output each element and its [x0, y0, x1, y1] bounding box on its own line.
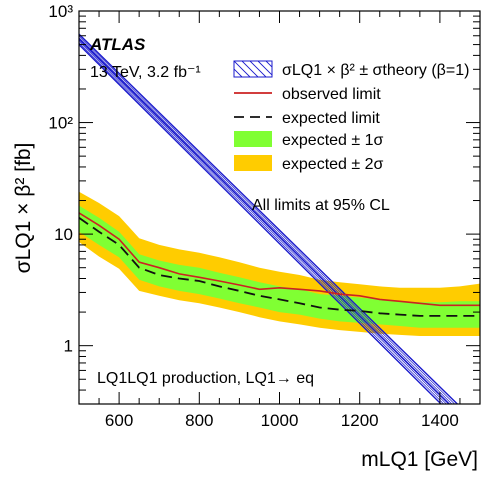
legend-hatch-line [266, 61, 282, 77]
legend-hatch-line [226, 61, 242, 77]
theory-upper-line [79, 33, 459, 404]
legend-band2-swatch [234, 155, 272, 171]
x-axis: 600 800 1000 1200 1400 [78, 11, 481, 430]
y-axis-label: σLQ1 × β² [fb] [12, 143, 35, 274]
y-tick-label: 10³ [48, 2, 73, 21]
expected-limit-line [79, 217, 480, 317]
x-tick-label: 800 [185, 411, 213, 430]
legend-theory-hatch [226, 61, 282, 77]
atlas-label: ATLAS [89, 35, 146, 54]
legend-observed-label: observed limit [282, 86, 381, 103]
x-tick-label: 1000 [261, 411, 299, 430]
legend-expected-label: expected limit [282, 110, 380, 127]
legend-hatch-line [242, 61, 258, 77]
legend-band2-label: expected ± 2σ [282, 156, 384, 173]
y-tick-label: 1 [64, 337, 73, 356]
legend-band1-label: expected ± 1σ [282, 132, 384, 149]
legend-item-theory: σLQ1 × β² ± σtheory (β=1) [226, 60, 469, 79]
legend-item-observed: observed limit [234, 86, 381, 103]
cl-note: All limits at 95% CL [252, 197, 390, 214]
x-axis-label: mLQ1 [GeV] [361, 448, 478, 471]
x-tick-label: 1400 [421, 411, 459, 430]
y-axis: 1 10 10² 10³ [48, 2, 480, 405]
x-tick-label: 600 [105, 411, 133, 430]
observed-limit-line [79, 212, 480, 307]
x-tick-label: 1200 [341, 411, 379, 430]
theory-band [79, 33, 459, 404]
theory-hatch-line [79, 40, 447, 404]
legend-hatch-line [250, 61, 266, 77]
theory-hatch-line [79, 42, 445, 404]
legend-item-band1: expected ± 1σ [234, 131, 384, 149]
legend-item-expected: expected limit [234, 110, 380, 127]
theory-lower-line [79, 44, 443, 404]
theory-hatch-line [79, 35, 456, 404]
limit-curves [79, 212, 480, 317]
legend-item-band2: expected ± 2σ [234, 155, 384, 173]
legend: σLQ1 × β² ± σtheory (β=1) observed limit… [226, 60, 469, 173]
theory-hatch-line [79, 37, 453, 404]
y-tick-label: 10 [54, 225, 73, 244]
theory-central-line [79, 38, 451, 404]
legend-hatch-line [258, 61, 274, 77]
y-tick-label: 10² [48, 114, 73, 133]
legend-band1-swatch [234, 131, 272, 147]
legend-hatch-line [234, 61, 250, 77]
production-note: LQ1LQ1 production, LQ1→ eq [97, 370, 314, 387]
energy-label: 13 TeV, 3.2 fb⁻¹ [90, 64, 201, 81]
legend-theory-label: σLQ1 × β² ± σtheory (β=1) [282, 62, 469, 79]
